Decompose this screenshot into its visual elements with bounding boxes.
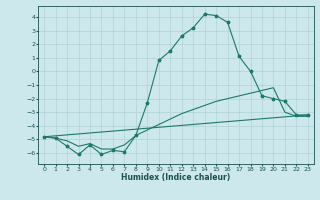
X-axis label: Humidex (Indice chaleur): Humidex (Indice chaleur) — [121, 173, 231, 182]
